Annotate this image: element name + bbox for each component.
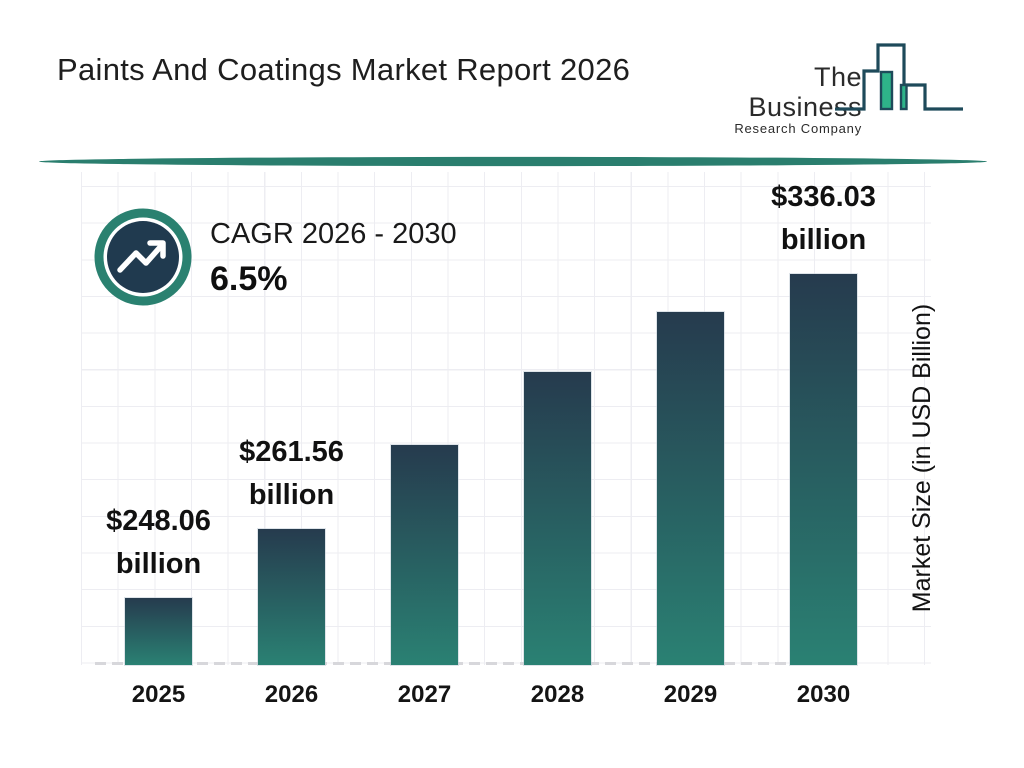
logo-line1: The Business [748, 62, 862, 122]
category-label-2025: 2025 [131, 681, 186, 708]
category-label-2029: 2029 [663, 681, 718, 708]
bar-2030 [790, 274, 857, 665]
chart-plot-area: 2025 2026 2027 2028 2029 2030 $248.06 billion $2… [81, 172, 931, 708]
category-label-2027: 2027 [397, 681, 452, 708]
value-label-2025: $248.06 billion [106, 505, 211, 580]
y-axis-label: Market Size (in USD Billion) [908, 303, 936, 613]
x-axis-baseline [95, 662, 857, 665]
cagr-value: 6.5% [210, 260, 288, 298]
value-label-2030: $336.03 billion [771, 181, 876, 256]
logo-line2: Research Company [734, 121, 862, 136]
trend-up-icon [94, 208, 192, 306]
bar-2027 [391, 445, 458, 665]
category-label-2026: 2026 [264, 681, 319, 708]
bar-2028 [524, 372, 591, 665]
page-title: Paints And Coatings Market Report 2026 [57, 52, 631, 87]
category-label-2028: 2028 [530, 681, 585, 708]
cagr-range-label: CAGR 2026 - 2030 [210, 218, 457, 250]
bar-2025 [125, 598, 192, 665]
logo-bars-icon [835, 43, 963, 111]
bar-2026 [258, 529, 325, 665]
category-label-2030: 2030 [796, 681, 851, 708]
logo-wordmark: The Business Research Company [700, 62, 862, 136]
value-label-2026: $261.56 billion [239, 436, 344, 511]
divider-rule [39, 156, 987, 167]
bar-2029 [657, 312, 724, 665]
cagr-callout: CAGR 2026 - 2030 6.5% [210, 218, 457, 299]
